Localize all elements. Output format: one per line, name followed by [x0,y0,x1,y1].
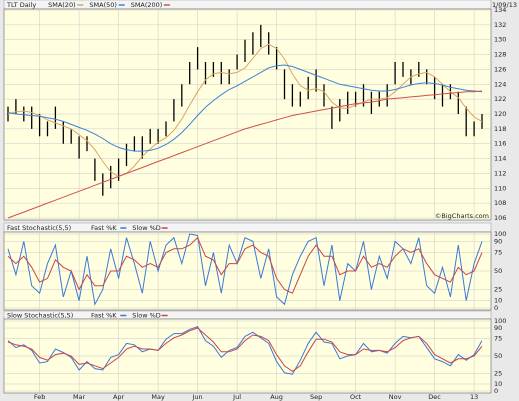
y-tick-label: 25 [494,370,502,378]
y-tick-label: 114 [494,155,506,163]
date-label: 1/09/13 [492,1,517,9]
y-tick-label: 50 [494,267,502,275]
y-tick-label: 132 [494,21,506,29]
y-tick-label: 75 [494,249,502,257]
x-tick-label: Mar [73,393,86,401]
legend-label: Fast %K [91,312,117,320]
legend-label: SMA(200) [131,1,163,9]
x-tick-label: Nov [389,393,402,401]
legend-label: Slow %D [132,224,160,232]
panel-header [3,310,492,320]
x-tick-label: Apr [113,393,125,401]
legend-label: SMA(20) [48,1,76,9]
y-tick-label: 110 [494,184,506,192]
series-line [7,327,483,373]
series-line [7,43,483,177]
x-tick-label: Aug [270,393,283,401]
y-tick-label: 112 [494,169,506,177]
x-tick-label: Sep [310,393,322,401]
series-line [7,64,483,152]
y-tick-label: 25 [494,286,502,294]
y-tick-label: 106 [494,214,506,222]
y-tick-label: 128 [494,51,506,59]
panel-title: Fast Stochastic(5,5) [7,224,71,232]
y-tick-label: 134 [494,6,506,14]
x-tick-label: Jun [192,393,203,401]
x-tick-label: Oct [350,393,362,401]
legend-label: Fast %K [91,224,117,232]
x-tick-label: 13 [470,393,478,401]
y-tick-label: 124 [494,80,506,88]
y-tick-label: 118 [494,125,506,133]
y-tick-label: 120 [494,110,506,118]
panel-title: TLT Daily [6,1,36,9]
series-line [7,236,483,294]
legend-label: SMA(50) [89,1,117,9]
y-tick-label: 116 [494,140,506,148]
watermark: ©BigCharts.com [435,212,489,220]
y-tick-label: 108 [494,199,506,207]
x-tick-label: Jul [232,393,241,401]
x-tick-label: Feb [34,393,46,401]
y-tick-label: 50 [494,352,502,360]
plot-area [3,8,492,221]
y-tick-label: 10 [494,380,502,388]
y-tick-label: 10 [494,297,502,305]
y-tick-label: 122 [494,95,506,103]
y-tick-label: 126 [494,65,506,73]
y-tick-label: 90 [494,324,502,332]
series-line [7,325,483,375]
x-tick-label: May [151,393,165,401]
y-tick-label: 130 [494,36,506,44]
panel-header [3,222,492,233]
y-tick-label: 75 [494,335,502,343]
panel-title: Slow Stochastic(5,5) [7,312,73,320]
y-tick-label: 100 [494,317,506,325]
y-tick-label: 100 [494,230,506,238]
y-tick-label: 90 [494,237,502,245]
series-line [7,90,483,219]
y-tick-label: 0 [494,387,498,395]
y-tick-label: 0 [494,304,498,312]
legend-label: Slow %D [132,312,160,320]
x-tick-label: Dec [428,393,441,401]
panel-header [3,0,492,10]
